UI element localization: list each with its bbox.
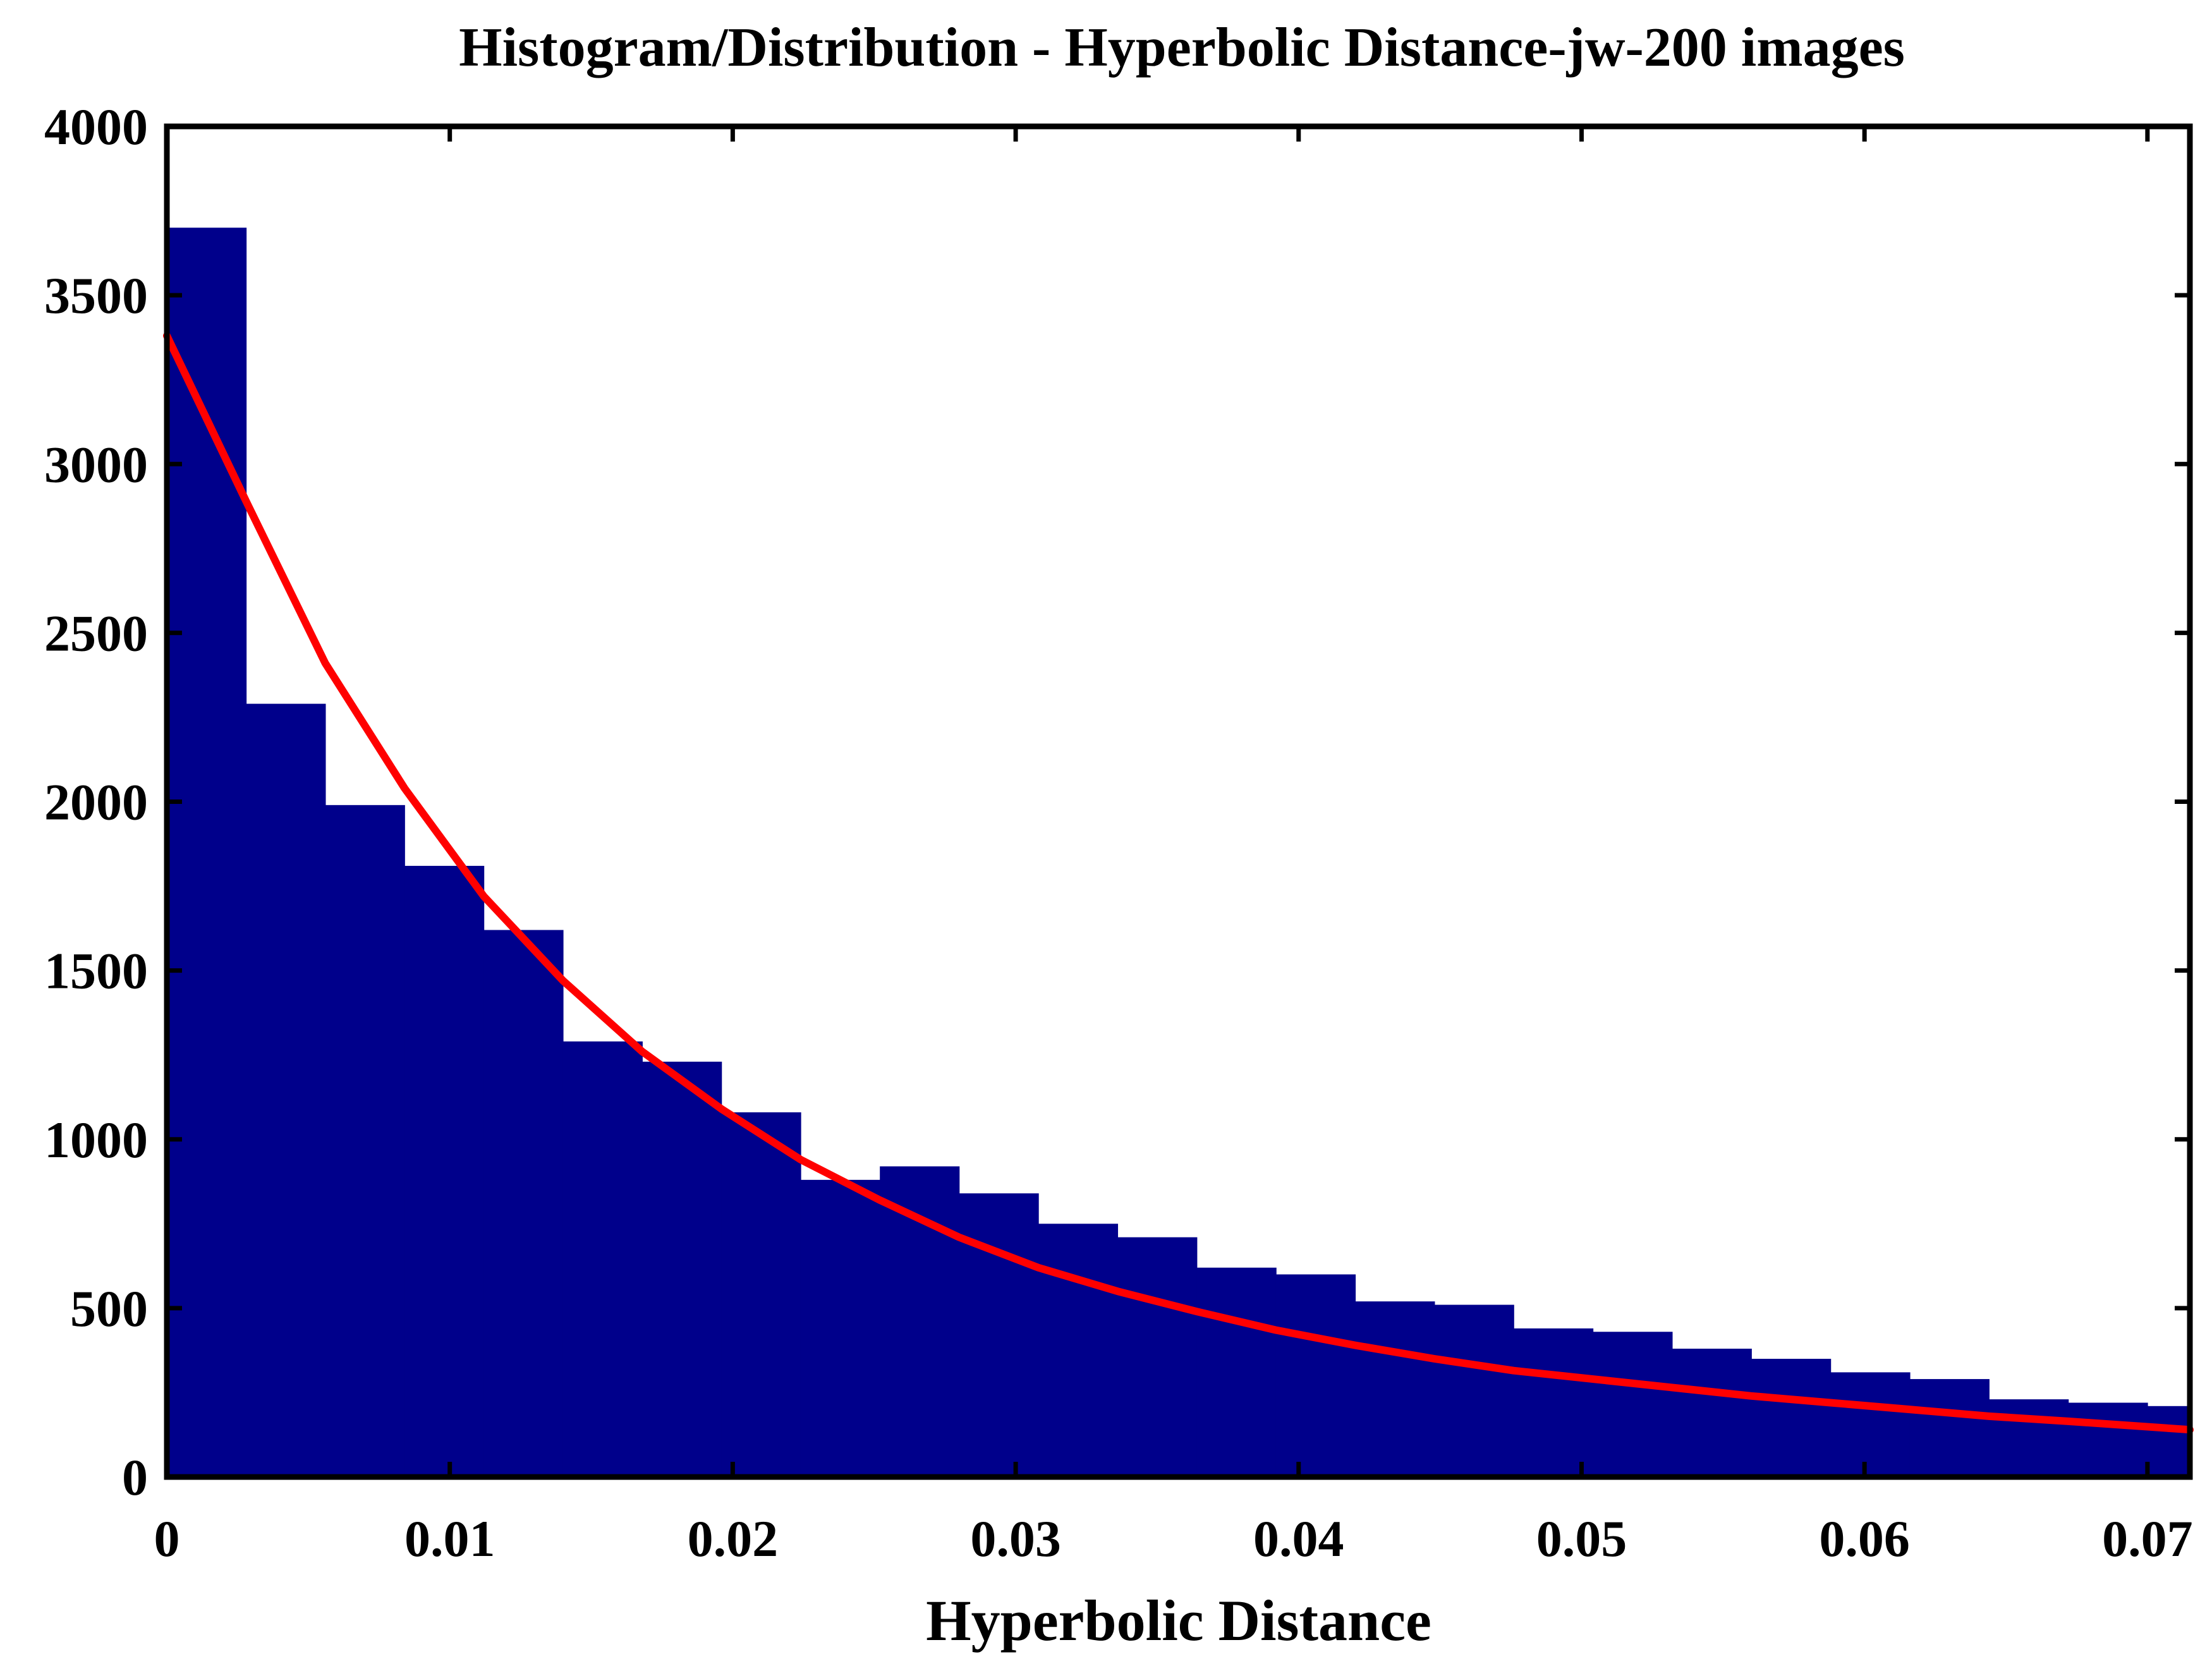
histogram-bar <box>1434 1304 1514 1477</box>
y-tick-label: 500 <box>70 1280 148 1337</box>
histogram-bar <box>483 930 564 1477</box>
y-tick-label: 3500 <box>44 267 148 324</box>
y-tick-label: 4000 <box>44 98 148 155</box>
y-tick-label: 0 <box>122 1449 148 1506</box>
histogram-bar <box>721 1112 801 1477</box>
histogram-bars <box>167 228 2191 1477</box>
x-tick-label: 0.06 <box>1819 1510 1910 1567</box>
histogram-bar <box>562 1041 643 1477</box>
histogram-bar <box>1830 1372 1911 1477</box>
histogram-bar <box>800 1179 880 1477</box>
x-tick-label: 0.02 <box>688 1510 779 1567</box>
chart-title: Histogram/Distribution - Hyperbolic Dist… <box>459 17 1905 78</box>
histogram-bar <box>1275 1274 1356 1477</box>
histogram-bar <box>880 1166 960 1477</box>
histogram-bar <box>246 703 326 1477</box>
plot-frame <box>164 123 2193 1480</box>
histogram-bar <box>325 805 405 1477</box>
x-tick-label: 0.05 <box>1536 1510 1627 1567</box>
y-tick-label: 1000 <box>44 1111 148 1169</box>
x-tick-label: 0.04 <box>1253 1510 1344 1567</box>
histogram-bar <box>1117 1237 1198 1477</box>
histogram-bar <box>167 228 247 1477</box>
x-tick-labels: 0 0.01 0.02 0.03 0.04 0.05 0.06 0.07 <box>154 1510 2193 1567</box>
histogram-bar <box>1909 1379 1990 1477</box>
y-tick-label: 2500 <box>44 604 148 662</box>
histogram-bar <box>1751 1359 1832 1477</box>
x-tick-label: 0.03 <box>970 1510 1061 1567</box>
x-axis-label: Hyperbolic Distance <box>926 1588 1431 1653</box>
x-tick-label: 0 <box>154 1510 180 1567</box>
x-tick-label: 0.01 <box>404 1510 495 1567</box>
histogram-bar <box>1196 1267 1277 1477</box>
histogram-bar <box>1514 1328 1594 1477</box>
histogram-bar <box>2068 1402 2148 1477</box>
histogram-bar <box>1672 1348 1752 1477</box>
histogram-bar <box>1355 1301 1435 1477</box>
histogram-bar <box>1989 1399 2069 1477</box>
histogram-bar <box>404 866 485 1477</box>
y-tick-label: 3000 <box>44 435 148 493</box>
histogram-bar <box>1593 1332 1673 1477</box>
histogram-bar <box>2147 1406 2191 1477</box>
x-tick-label: 0.07 <box>2102 1510 2193 1567</box>
y-tick-label: 1500 <box>44 942 148 1000</box>
histogram-bar <box>959 1193 1039 1477</box>
histogram-bar <box>642 1061 722 1477</box>
y-tick-label: 2000 <box>44 774 148 831</box>
y-tick-labels: 0 500 1000 1500 2000 2500 3000 3500 4000 <box>44 98 148 1506</box>
fit-curve-group <box>163 332 2194 1434</box>
fit-curve <box>163 332 2194 1434</box>
histogram-bar <box>1038 1224 1119 1477</box>
